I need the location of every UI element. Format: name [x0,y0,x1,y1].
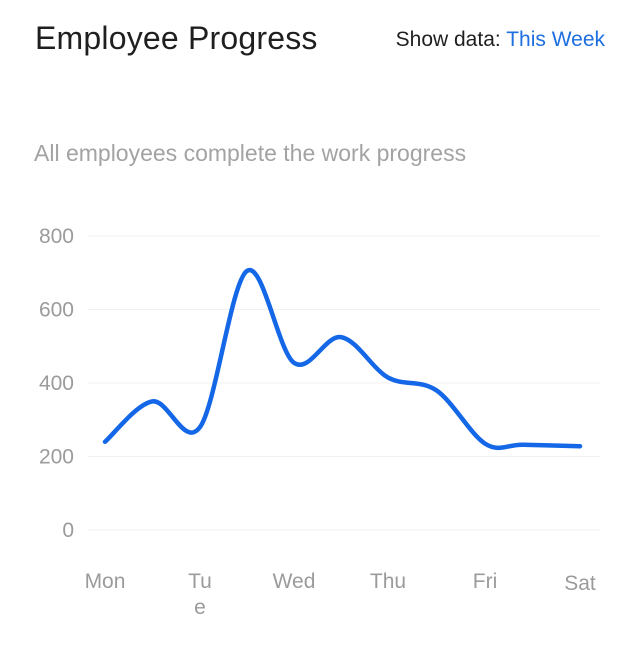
x-tick-label-thu: Thu [370,570,406,593]
y-tick-label: 800 [39,225,74,248]
y-tick-label: 0 [62,519,74,542]
data-point [574,440,586,452]
show-data-filter[interactable]: Show data: This Week [396,28,605,52]
header: Employee Progress Show data: This Week [35,18,605,62]
y-axis: 0 200 400 600 800 [39,225,74,542]
data-point [288,357,300,369]
data-point [194,421,206,433]
x-tick-label-tue: Tu e [188,570,212,619]
data-point [241,265,253,277]
data-point [479,438,491,450]
x-tick-label-wed: Wed [273,570,316,593]
y-tick-label: 400 [39,372,74,395]
data-point [99,436,111,448]
series-line-0 [102,268,583,451]
page-title: Employee Progress [35,20,318,56]
y-tick-label: 600 [39,299,74,322]
x-tick-label-sat: Sat [564,572,596,595]
data-point [335,331,347,343]
x-tick-label-fri: Fri [473,570,498,593]
x-axis: Mon Tu e Wed Thu Fri Sat [85,570,596,619]
data-point [431,384,443,396]
data-point [147,395,159,407]
chart-subtitle: All employees complete the work progress [34,140,467,166]
grid-lines [88,235,600,531]
filter-dropdown-value[interactable]: This Week [506,28,605,51]
filter-label: Show data: [395,28,501,51]
series-layer [99,265,586,452]
x-tick-label-mon: Mon [85,570,126,593]
y-tick-label: 200 [39,446,74,469]
data-point [517,439,529,451]
data-point [382,371,394,383]
